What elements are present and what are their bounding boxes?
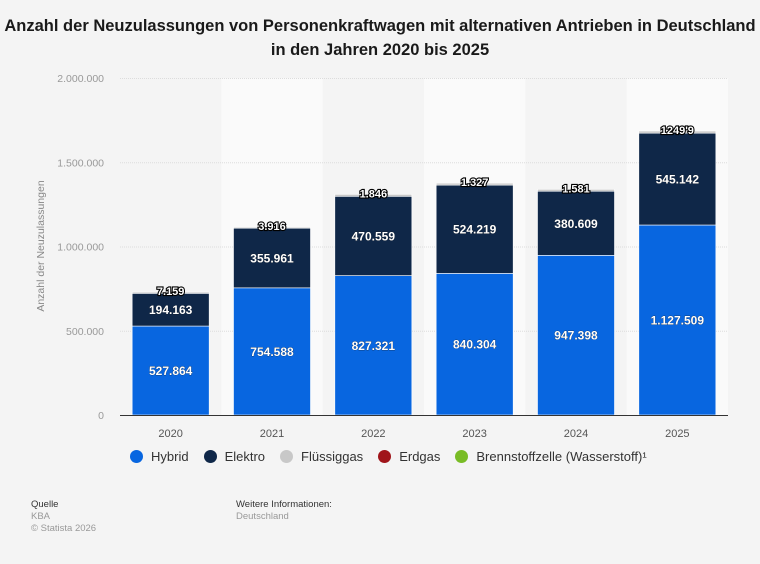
data-label-top: 1.846 xyxy=(360,188,388,200)
bar-hybrid xyxy=(131,325,210,416)
legend-item[interactable]: Brennstoffzelle (Wasserstoff)¹ xyxy=(455,449,647,464)
x-tick-label: 2020 xyxy=(158,428,182,440)
bar-hybrid xyxy=(638,224,717,416)
legend-item[interactable]: Elektro xyxy=(203,449,266,464)
bar-elektro xyxy=(233,227,311,289)
data-label: 545.142 xyxy=(656,173,700,187)
source-block: Quelle KBA © Statista 2026 xyxy=(31,499,96,535)
info-text: Deutschland xyxy=(236,511,289,522)
bar-fl-ssiggas xyxy=(131,291,210,294)
y-axis-label: Anzahl der Neuzulassungen xyxy=(35,180,47,311)
y-tick-label: 500.000 xyxy=(66,326,104,338)
copyright: © Statista 2026 xyxy=(31,523,97,534)
data-label: 840.304 xyxy=(453,338,497,352)
data-label: 355.961 xyxy=(250,251,294,265)
bar-fl-ssiggas xyxy=(334,194,413,197)
data-label-top: 7.159 xyxy=(157,286,185,298)
legend-item[interactable]: Erdgas xyxy=(378,449,440,464)
data-label: 524.219 xyxy=(453,223,497,237)
bar-fl-ssiggas xyxy=(537,188,615,192)
legend-marker-icon xyxy=(455,450,469,463)
info-block: Weitere Informationen: Deutschland xyxy=(236,499,332,523)
data-label: 1.127.509 xyxy=(651,314,705,328)
legend-label: Erdgas xyxy=(399,449,441,464)
bar-elektro xyxy=(435,184,514,274)
chart: 0 500.000 1.000.000 1.500.000 2.000.000 Anza… xyxy=(35,73,728,440)
bar-elektro xyxy=(537,190,615,256)
bar-hybrid xyxy=(435,273,514,416)
data-label: 754.588 xyxy=(250,345,294,359)
x-tick-label: 2021 xyxy=(260,428,284,440)
source-text: KBA xyxy=(31,511,51,522)
data-label: 827.321 xyxy=(352,339,396,353)
chart-title: Anzahl der Neuzulassungen von Personenkr… xyxy=(4,17,756,59)
legend-label: Hybrid xyxy=(151,449,189,464)
data-label: 380.609 xyxy=(554,217,598,231)
legend-marker-icon xyxy=(280,450,294,463)
x-tick-label: 2023 xyxy=(462,428,486,440)
legend-label: Flüssiggas xyxy=(301,449,364,464)
bar-elektro xyxy=(638,132,717,226)
data-label: 947.398 xyxy=(554,329,598,343)
data-label-top: 1.581 xyxy=(562,183,590,195)
bar-hybrid xyxy=(334,275,413,416)
bar-elektro xyxy=(131,293,210,327)
x-tick-label: 2025 xyxy=(665,428,689,440)
y-tick-label: 2.000.000 xyxy=(57,73,104,85)
data-label-top: 3.916 xyxy=(258,221,286,233)
y-tick-label: 1.500.000 xyxy=(57,157,104,169)
legend-marker-icon xyxy=(130,450,143,463)
data-label: 194.163 xyxy=(149,303,193,317)
y-tick-label: 0 xyxy=(98,410,104,422)
info-heading: Weitere Informationen: xyxy=(236,499,332,510)
legend-marker-icon xyxy=(378,450,392,463)
bar-fl-ssiggas xyxy=(638,130,717,134)
bar-elektro xyxy=(334,196,413,276)
data-label: 527.864 xyxy=(149,364,193,378)
x-tick-label: 2022 xyxy=(361,428,385,440)
legend-item[interactable]: Hybrid xyxy=(130,449,189,464)
data-label-top: 1249'9 xyxy=(661,125,694,137)
bar-fl-ssiggas xyxy=(435,182,514,186)
source-heading: Quelle xyxy=(31,499,59,510)
data-label: 470.559 xyxy=(352,229,396,243)
bar-fl-ssiggas xyxy=(233,226,311,229)
legend-marker-icon xyxy=(203,450,217,463)
data-label-top: 1.327 xyxy=(461,177,489,189)
x-tick-label: 2024 xyxy=(564,428,588,440)
y-tick-label: 1.000.000 xyxy=(57,242,104,254)
legend-item[interactable]: Flüssiggas xyxy=(280,449,363,464)
legend: Hybrid Elektro Flüssiggas Erdgas Brennstoffz… xyxy=(130,449,662,464)
bar-hybrid xyxy=(233,287,311,416)
legend-label: Brennstoffzelle (Wasserstoff)¹ xyxy=(476,449,647,464)
legend-label: Elektro xyxy=(224,449,266,464)
